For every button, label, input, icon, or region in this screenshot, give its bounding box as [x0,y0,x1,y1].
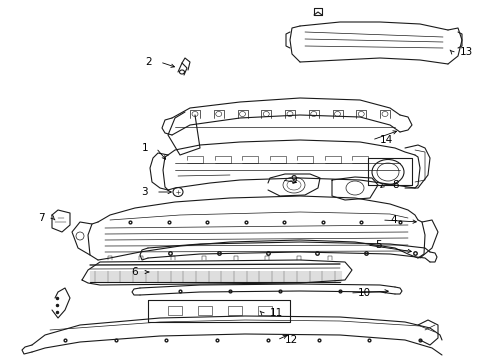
Bar [227,306,242,315]
Text: 12: 12 [285,335,298,345]
Bar [258,306,271,315]
Text: 2: 2 [145,57,152,67]
Bar [198,306,212,315]
Text: 14: 14 [379,135,392,145]
Bar [168,306,182,315]
Text: 3: 3 [141,187,148,197]
Text: 4: 4 [389,215,396,225]
Text: 11: 11 [269,308,283,318]
Text: 6: 6 [131,267,138,277]
Text: 9: 9 [289,175,296,185]
Text: 13: 13 [459,47,472,57]
Text: 7: 7 [38,213,45,223]
Text: 5: 5 [374,240,381,250]
Text: 8: 8 [391,180,398,190]
Text: 10: 10 [357,288,370,298]
Text: 1: 1 [141,143,148,153]
